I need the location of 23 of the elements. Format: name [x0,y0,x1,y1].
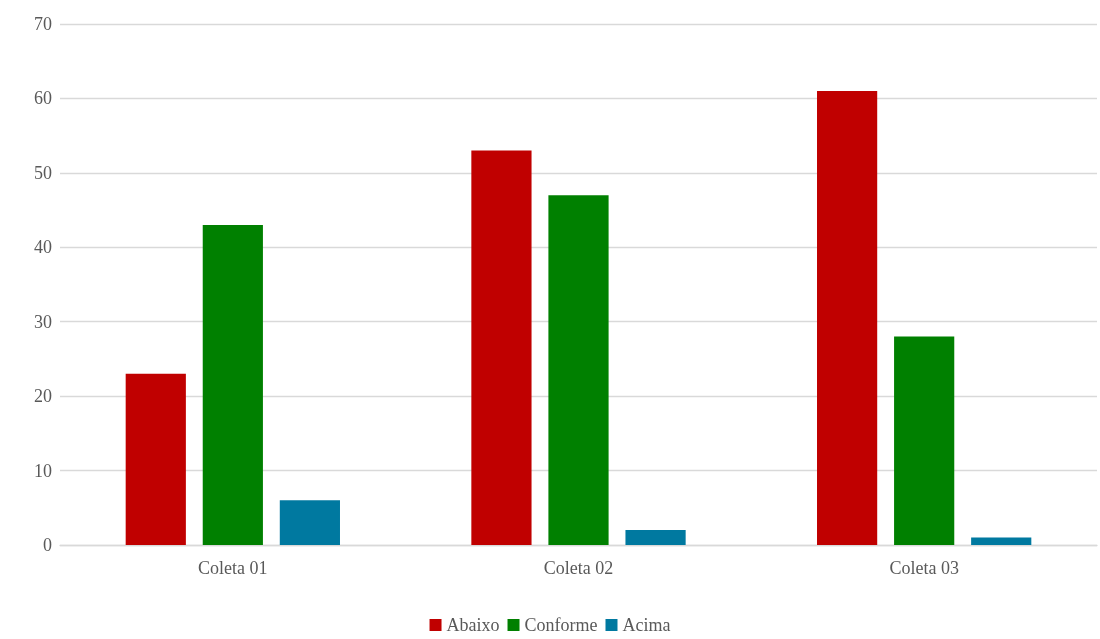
y-tick-label: 60 [34,88,52,109]
bar [625,530,686,545]
y-tick-label: 30 [34,311,52,332]
x-tick-label: Coleta 03 [889,558,959,578]
y-tick-label: 10 [34,460,52,481]
legend-label: Conforme [524,615,598,635]
legend-label: Abaixo [446,615,500,635]
y-tick-label: 0 [43,535,52,555]
y-tick-label: 70 [34,14,52,34]
y-tick-label: 40 [34,237,52,258]
bar [125,373,186,545]
y-tick-label: 50 [34,162,52,183]
bar [202,224,263,545]
bar [471,150,532,545]
legend-label: Acima [622,615,671,635]
x-tick-label: Coleta 01 [198,558,268,578]
bar [971,537,1032,545]
bar [894,336,955,545]
bar [279,500,340,545]
bar [548,195,609,545]
y-tick-label: 20 [34,386,52,407]
bar [817,90,878,545]
x-tick-label: Coleta 02 [543,558,614,578]
